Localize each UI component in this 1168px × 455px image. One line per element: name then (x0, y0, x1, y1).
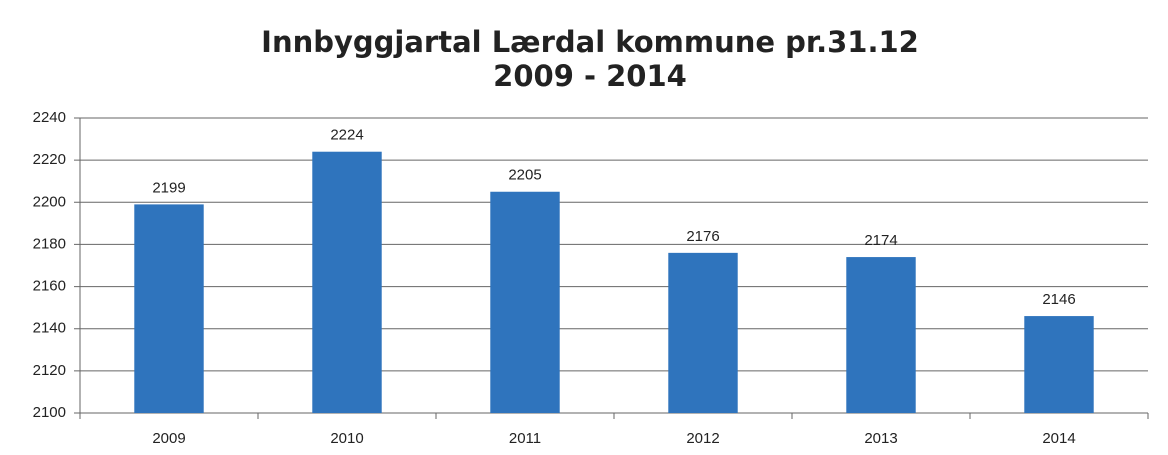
x-tick-label: 2012 (686, 430, 719, 447)
x-tick-label: 2009 (152, 430, 185, 447)
y-tick-label: 2140 (33, 320, 66, 337)
y-tick-label: 2180 (33, 235, 66, 252)
bar (846, 257, 916, 413)
x-tick-label: 2010 (330, 430, 363, 447)
bar (134, 204, 204, 413)
x-tick-label: 2014 (1042, 430, 1075, 447)
y-tick-label: 2100 (33, 404, 66, 421)
x-tick-label: 2011 (509, 430, 541, 447)
bar (490, 191, 560, 413)
data-label: 2174 (864, 232, 897, 249)
data-label: 2224 (330, 127, 363, 144)
y-tick-label: 2200 (33, 193, 66, 210)
bar (1024, 316, 1094, 413)
bar (668, 252, 738, 413)
y-tick-label: 2240 (33, 109, 66, 126)
bar (312, 151, 382, 413)
chart-subtitle: 2009 - 2014 (493, 59, 687, 93)
y-tick-label: 2120 (33, 362, 66, 379)
data-label: 2176 (686, 228, 719, 245)
y-tick-label: 2220 (33, 151, 66, 168)
chart-title: Innbyggjartal Lærdal kommune pr.31.12 (261, 25, 919, 59)
x-tick-label: 2013 (864, 430, 897, 447)
y-tick-label: 2160 (33, 278, 66, 295)
data-label: 2146 (1042, 291, 1075, 308)
data-label: 2205 (508, 167, 541, 184)
data-label: 2199 (152, 179, 185, 196)
